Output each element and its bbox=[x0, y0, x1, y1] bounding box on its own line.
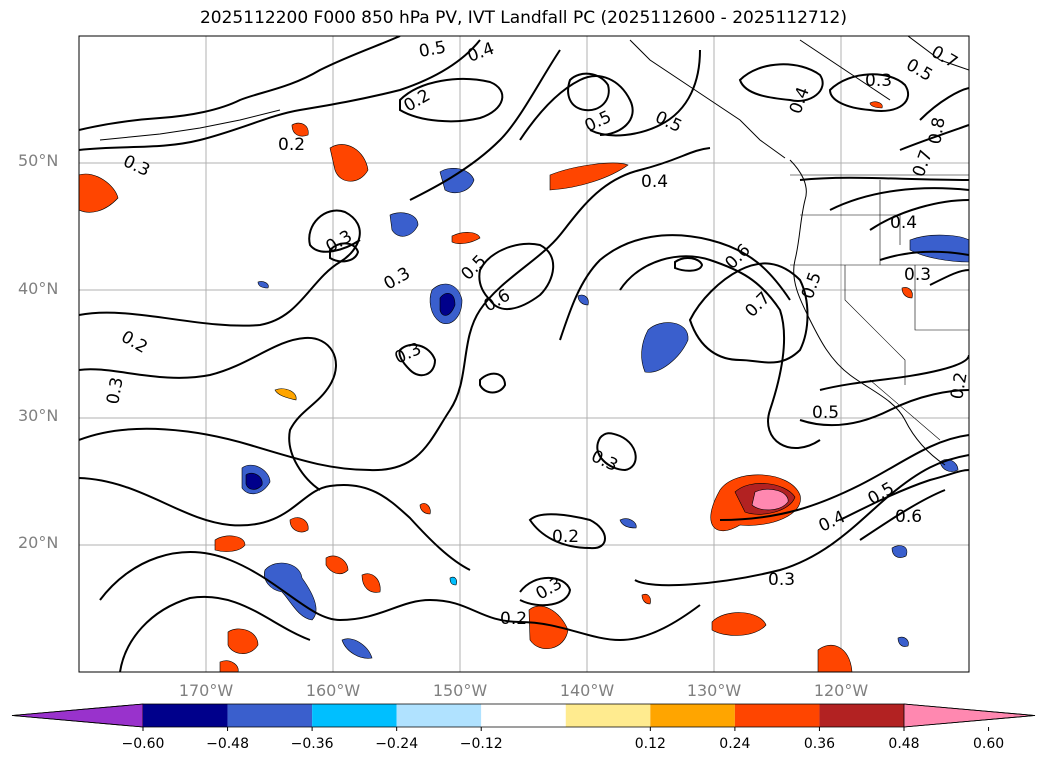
contour-label: 0.4 bbox=[890, 213, 917, 233]
latitude-label: 30°N bbox=[18, 406, 59, 425]
longitude-label: 130°W bbox=[686, 681, 742, 700]
colorbar-tick-label: 0.60 bbox=[972, 736, 1005, 752]
longitude-label: 160°W bbox=[305, 681, 361, 700]
map-panel: 0.3 0.2 0.2 0.4 0.5 0.5 0.5 0.4 0.3 0.4 … bbox=[78, 35, 972, 673]
colorbar-tick-label: −0.48 bbox=[206, 736, 249, 752]
latitude-label: 20°N bbox=[18, 533, 59, 552]
colorbar-tick-label: 0.48 bbox=[888, 736, 920, 752]
contour-label: 0.2 bbox=[552, 527, 579, 547]
colorbar-tick-label: −0.12 bbox=[459, 736, 503, 752]
latitude-label: 40°N bbox=[18, 279, 59, 298]
colorbar-segment bbox=[227, 704, 313, 727]
colorbar-segment bbox=[819, 704, 904, 727]
map-frame bbox=[78, 35, 970, 673]
contour-label: 0.4 bbox=[641, 172, 668, 192]
colorbar-tick-label: −0.60 bbox=[121, 736, 165, 752]
longitude-label: 120°W bbox=[813, 681, 869, 700]
colorbar-segment bbox=[396, 704, 482, 727]
political-borders bbox=[790, 174, 969, 441]
contour-label: 0.5 bbox=[812, 403, 839, 423]
coastlines bbox=[99, 36, 969, 466]
colorbar-segment bbox=[143, 704, 228, 727]
colorbar-extension-low bbox=[11, 703, 144, 728]
map-title: 2025112200 F000 850 hPa PV, IVT Landfall… bbox=[199, 8, 847, 28]
colorbar-segment bbox=[734, 704, 820, 727]
colorbar-extension-high bbox=[903, 703, 1036, 728]
colorbar-segment bbox=[312, 704, 397, 727]
contour-label: 0.3 bbox=[865, 71, 892, 91]
contour-label: 0.3 bbox=[768, 570, 795, 590]
longitude-label: 140°W bbox=[559, 681, 615, 700]
colorbar-outline bbox=[11, 703, 1036, 728]
colorbar-segment bbox=[650, 704, 735, 727]
colorbar-tick-label: 0.36 bbox=[803, 736, 836, 752]
colorbar-segment bbox=[565, 704, 651, 727]
map-background bbox=[79, 36, 969, 672]
longitude-label: 170°W bbox=[178, 681, 234, 700]
colorbar-tick-label: 0.24 bbox=[719, 736, 751, 752]
contour-label: 0.5 bbox=[417, 38, 447, 62]
contour-label: 0.8 bbox=[925, 116, 949, 146]
contour-label: 0.2 bbox=[500, 609, 527, 629]
colorbar-segment bbox=[481, 704, 566, 727]
colorbar-tick-label: −0.24 bbox=[375, 736, 419, 752]
colorbar-tick-label: −0.36 bbox=[290, 736, 334, 752]
ivt-contours bbox=[79, 36, 969, 672]
contour-label: 0.3 bbox=[103, 376, 127, 406]
pv-positive-fills bbox=[79, 101, 913, 672]
latitude-label: 50°N bbox=[18, 151, 59, 170]
contour-label: 0.3 bbox=[904, 265, 931, 285]
longitude-label: 150°W bbox=[432, 681, 488, 700]
colorbar-tick-label: 0.12 bbox=[634, 736, 666, 752]
contour-label: 0.2 bbox=[947, 371, 971, 401]
contour-labels: 0.3 0.2 0.2 0.4 0.5 0.5 0.5 0.4 0.3 0.4 … bbox=[103, 38, 971, 629]
contour-label: 0.6 bbox=[895, 507, 922, 527]
contour-label: 0.2 bbox=[278, 135, 305, 155]
